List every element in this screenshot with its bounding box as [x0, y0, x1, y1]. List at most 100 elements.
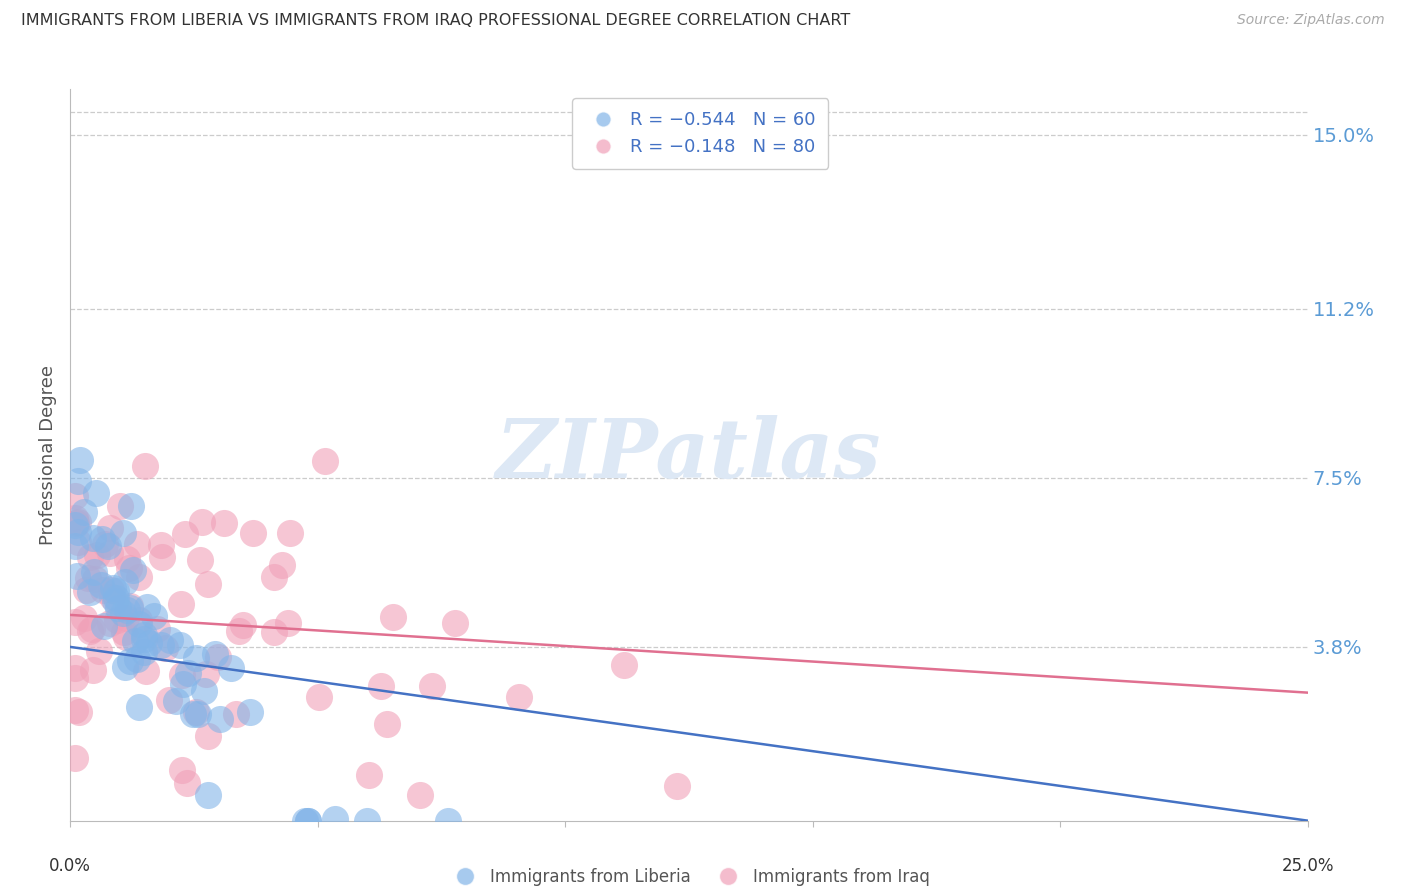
Point: [65, 489, 87, 503]
Point: [277, 616, 299, 631]
Point: [65, 516, 87, 530]
Point: [118, 599, 141, 613]
Point: [242, 526, 264, 541]
Point: [114, 630, 136, 644]
Y-axis label: Professional Degree: Professional Degree: [39, 365, 58, 545]
Point: [197, 729, 219, 743]
Point: [197, 577, 219, 591]
Point: [314, 454, 336, 468]
Point: [65, 703, 87, 717]
Point: [186, 706, 208, 721]
Point: [143, 608, 166, 623]
Point: [181, 706, 204, 721]
Point: [65, 661, 87, 675]
Point: [665, 779, 688, 793]
Point: [170, 763, 193, 777]
Text: IMMIGRANTS FROM LIBERIA VS IMMIGRANTS FROM IRAQ PROFESSIONAL DEGREE CORRELATION : IMMIGRANTS FROM LIBERIA VS IMMIGRANTS FR…: [21, 13, 851, 29]
Point: [135, 600, 157, 615]
Point: [91, 532, 114, 546]
Point: [66, 475, 89, 489]
Point: [191, 515, 214, 529]
Point: [77, 571, 100, 585]
Point: [67, 524, 90, 539]
Point: [69, 453, 91, 467]
Point: [157, 693, 180, 707]
Point: [172, 677, 194, 691]
Point: [263, 570, 285, 584]
Point: [173, 527, 195, 541]
Point: [138, 636, 160, 650]
Point: [75, 583, 97, 598]
Point: [197, 788, 219, 802]
Point: [114, 575, 136, 590]
Point: [73, 505, 96, 519]
Point: [84, 485, 107, 500]
Point: [67, 535, 90, 549]
Point: [128, 613, 150, 627]
Point: [214, 516, 236, 530]
Point: [184, 650, 207, 665]
Point: [108, 499, 131, 513]
Point: [65, 615, 87, 630]
Point: [124, 633, 146, 648]
Point: [228, 624, 250, 639]
Point: [93, 537, 115, 551]
Point: [221, 661, 243, 675]
Point: [112, 526, 135, 541]
Point: [207, 650, 229, 665]
Point: [437, 814, 460, 828]
Point: [444, 616, 467, 631]
Point: [105, 591, 128, 605]
Point: [117, 551, 139, 566]
Point: [128, 570, 150, 584]
Point: [86, 548, 108, 562]
Point: [118, 561, 141, 575]
Point: [80, 622, 103, 636]
Point: [194, 667, 217, 681]
Point: [82, 663, 104, 677]
Point: [66, 568, 89, 582]
Point: [193, 684, 215, 698]
Point: [308, 690, 330, 704]
Text: ZIPatlas: ZIPatlas: [496, 415, 882, 495]
Point: [93, 619, 115, 633]
Point: [239, 706, 262, 720]
Point: [112, 607, 135, 621]
Point: [132, 628, 155, 642]
Point: [150, 538, 173, 552]
Point: [132, 632, 155, 647]
Point: [67, 516, 90, 530]
Point: [90, 578, 112, 592]
Point: [98, 616, 121, 631]
Point: [65, 751, 87, 765]
Point: [101, 591, 124, 605]
Point: [153, 641, 176, 656]
Point: [172, 667, 194, 681]
Point: [297, 814, 319, 828]
Point: [375, 717, 398, 731]
Point: [132, 645, 155, 659]
Point: [91, 582, 114, 597]
Point: [145, 623, 167, 637]
Point: [169, 638, 191, 652]
Point: [159, 632, 181, 647]
Point: [103, 581, 125, 595]
Point: [105, 583, 128, 598]
Point: [117, 603, 139, 617]
Point: [65, 539, 87, 553]
Point: [79, 624, 101, 639]
Point: [79, 585, 101, 599]
Point: [114, 611, 136, 625]
Point: [65, 672, 87, 686]
Point: [297, 814, 319, 828]
Point: [65, 518, 87, 533]
Point: [127, 652, 149, 666]
Point: [107, 601, 129, 615]
Point: [150, 549, 173, 564]
Legend: Immigrants from Liberia, Immigrants from Iraq: Immigrants from Liberia, Immigrants from…: [441, 862, 936, 892]
Point: [382, 609, 405, 624]
Point: [128, 617, 150, 632]
Point: [127, 536, 149, 550]
Point: [97, 539, 120, 553]
Point: [114, 660, 136, 674]
